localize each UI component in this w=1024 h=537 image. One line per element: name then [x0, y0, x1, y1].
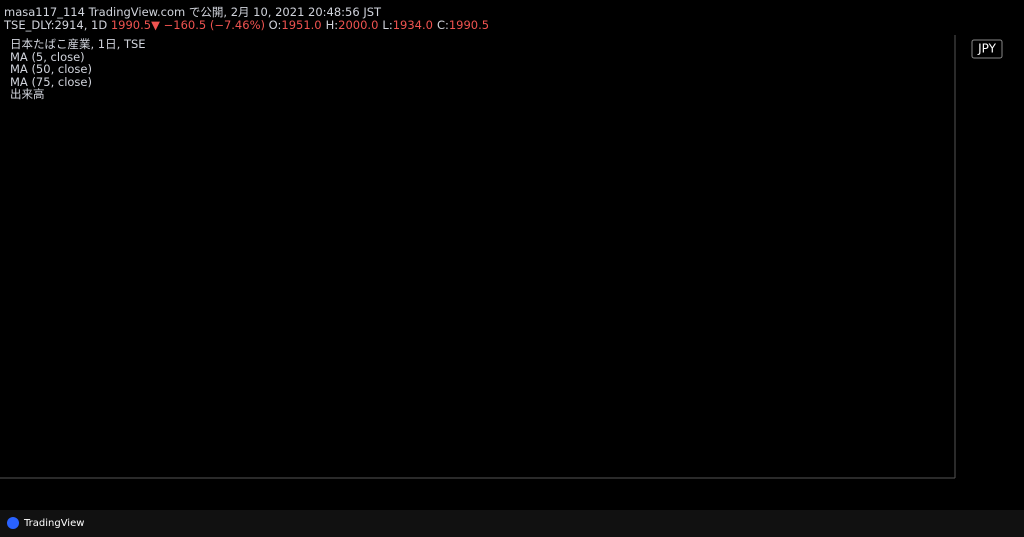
symbol: TSE_DLY:2914, 1D	[4, 18, 108, 32]
ohlc-value: 1951.0	[281, 18, 322, 32]
header-line1: masa117_114 TradingView.com で公開, 2月 10, …	[4, 5, 382, 19]
plot-bg	[0, 35, 955, 478]
price: 1990.5	[110, 18, 152, 32]
footer	[0, 510, 1024, 537]
legend-entry: 出来高	[10, 87, 45, 101]
ohlc-value: 2000.0	[338, 18, 379, 32]
legend-entry: MA (50, close)	[10, 62, 92, 76]
ohlc-label: L:	[382, 18, 393, 32]
ohlc-value: 1934.0	[392, 18, 433, 32]
currency: JPY	[977, 42, 997, 56]
change: −160.5 (−7.46%)	[163, 18, 265, 32]
brand: TradingView	[23, 518, 84, 529]
legend: 日本たばこ産業, 1日, TSE MA (5, close) MA (50, clo…	[10, 38, 146, 101]
header-line2: TSE_DLY:2914, 1D 1990.5▼ −160.5 (−7.46%)…	[4, 18, 493, 32]
currency-box	[971, 39, 1003, 59]
ohlc-value: 1990.5	[448, 18, 490, 32]
ohlc-label: O:	[268, 18, 282, 32]
ohlc-label: H:	[325, 18, 339, 32]
ohlc: O:1951.0 H:2000.0 L:1934.0 C:1990.5	[269, 18, 493, 32]
legend-entry: 日本たばこ産業, 1日, TSE	[10, 37, 146, 51]
legend-entry: MA (5, close)	[10, 49, 85, 64]
legend-entry: MA (75, close)	[10, 74, 92, 89]
arrow: ▼	[151, 18, 160, 32]
ohlc-label: C:	[436, 18, 449, 32]
logo	[7, 517, 19, 529]
